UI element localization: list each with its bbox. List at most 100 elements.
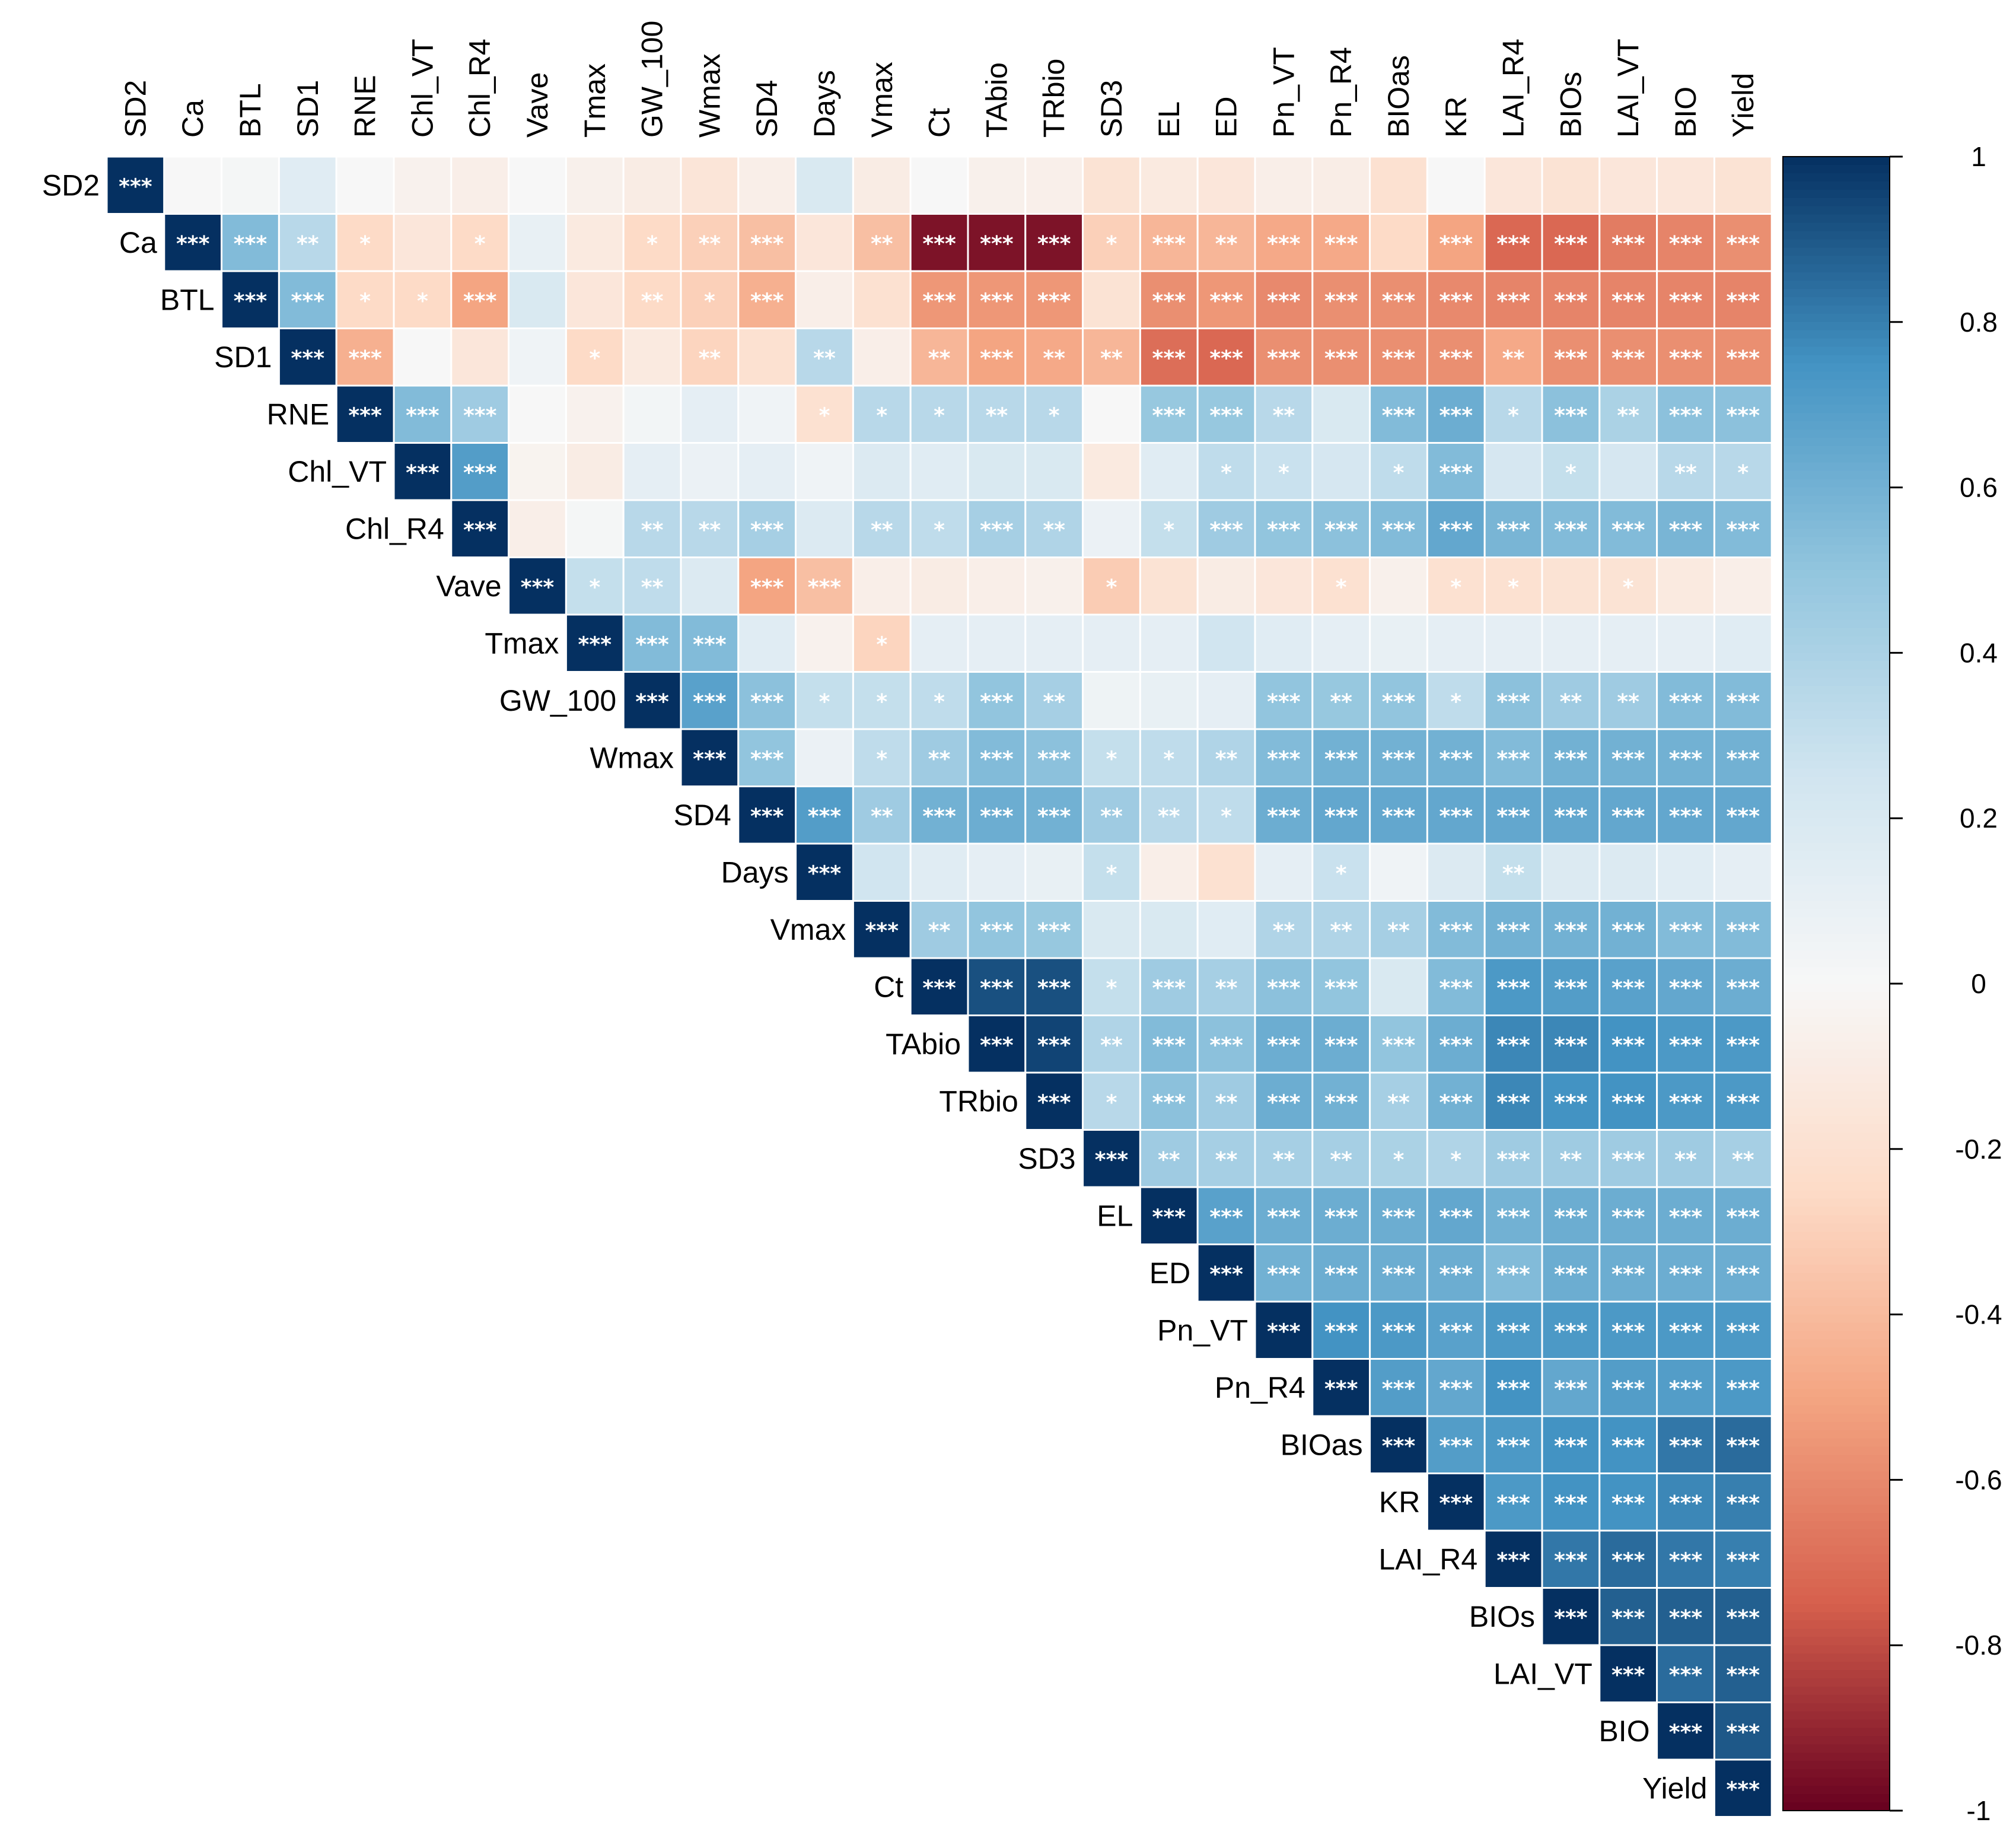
colorbar-segment	[1783, 338, 1890, 348]
heatmap-cell	[1426, 1071, 1486, 1131]
heatmap-cell	[1598, 1644, 1658, 1703]
heatmap-cell	[1024, 728, 1084, 787]
significance-label: ***	[980, 518, 1014, 542]
colorbar-segment	[1783, 297, 1890, 306]
heatmap-cell	[1369, 384, 1428, 444]
colorbar-segment	[1783, 554, 1890, 562]
significance-label: ***	[1669, 518, 1703, 542]
heatmap-cell	[967, 671, 1027, 730]
row-label: Pn_R4	[1215, 1371, 1305, 1404]
heatmap-cell	[1483, 384, 1543, 444]
heatmap-cell	[1196, 1243, 1256, 1303]
heatmap-cell	[967, 442, 1027, 501]
heatmap-cell	[1426, 1186, 1486, 1245]
significance-label: ***	[1439, 1491, 1473, 1516]
heatmap-cell	[1311, 327, 1371, 387]
colorbar-segment	[1783, 1595, 1890, 1605]
heatmap-cell	[852, 442, 912, 501]
heatmap-cell	[737, 785, 797, 845]
significance-label: **	[1502, 861, 1525, 886]
heatmap-cell	[967, 900, 1027, 959]
heatmap-cell	[622, 155, 682, 215]
significance-label: ***	[1611, 1090, 1645, 1115]
heatmap-cell	[1139, 613, 1199, 673]
significance-label: ***	[1554, 232, 1588, 256]
significance-label: ***	[635, 632, 669, 657]
colorbar-segment	[1783, 1232, 1890, 1241]
colorbar-segment	[1783, 1612, 1890, 1621]
significance-label: **	[1273, 403, 1295, 428]
colorbar-segment	[1783, 537, 1890, 546]
heatmap-cell	[1139, 785, 1199, 845]
significance-label: ***	[1496, 1262, 1530, 1287]
heatmap-cell	[680, 155, 740, 215]
heatmap-cell	[852, 384, 912, 444]
heatmap-cell	[909, 957, 969, 1016]
column-label: SD3	[1095, 80, 1128, 138]
heatmap-cell	[1426, 842, 1486, 902]
colorbar-segment	[1783, 529, 1890, 537]
colorbar-segment	[1783, 702, 1890, 711]
colorbar-segment	[1783, 653, 1890, 661]
colorbar-segment	[1783, 793, 1890, 802]
heatmap-cell	[680, 384, 740, 444]
heatmap-cell	[1598, 842, 1658, 902]
significance-label: *	[1508, 575, 1519, 600]
significance-label: ***	[463, 461, 497, 485]
significance-label: ***	[1209, 1205, 1243, 1229]
colorbar-segment	[1783, 760, 1890, 769]
significance-label: *	[359, 232, 371, 256]
column-label: ED	[1210, 97, 1243, 138]
heatmap-cell	[795, 613, 854, 673]
row-label: Ca	[119, 226, 157, 259]
heatmap-cell	[1196, 384, 1256, 444]
heatmap-cell	[622, 442, 682, 501]
colorbar-segment	[1783, 470, 1890, 480]
heatmap-cell	[1254, 556, 1314, 616]
colorbar-segment	[1783, 975, 1890, 984]
significance-label: **	[871, 804, 893, 829]
significance-label: ***	[980, 232, 1014, 256]
colorbar-segment	[1783, 330, 1890, 339]
significance-label: **	[1330, 919, 1352, 943]
heatmap-cell	[393, 327, 453, 387]
colorbar-segment	[1783, 504, 1890, 513]
heatmap-cell	[393, 213, 453, 272]
heatmap-cell	[1656, 1644, 1715, 1703]
significance-label: ***	[1382, 1434, 1416, 1458]
significance-label: **	[1043, 518, 1065, 542]
heatmap-cell	[335, 155, 395, 215]
column-label: TAbio	[980, 62, 1013, 138]
significance-label: *	[876, 690, 887, 714]
colorbar-segment	[1783, 1711, 1890, 1720]
significance-label: ***	[1382, 1319, 1416, 1344]
significance-label: **	[1215, 232, 1238, 256]
heatmap-cell	[1541, 270, 1601, 329]
row-label: Chl_R4	[345, 512, 444, 545]
heatmap-cell	[565, 213, 625, 272]
heatmap-cell	[852, 671, 912, 730]
significance-label: ***	[1611, 1205, 1645, 1229]
significance-label: ***	[1727, 804, 1760, 829]
significance-label: ***	[980, 346, 1014, 371]
heatmap-cell	[1024, 327, 1084, 387]
significance-label: ***	[1669, 804, 1703, 829]
colorbar-segment	[1783, 1405, 1890, 1414]
colorbar-segment	[1783, 1587, 1890, 1596]
significance-label: ***	[1267, 1319, 1301, 1344]
heatmap-cell	[1483, 785, 1543, 845]
significance-label: *	[704, 289, 715, 313]
heatmap-cell	[1483, 728, 1543, 787]
heatmap-cell	[1082, 499, 1141, 558]
significance-label: *	[1106, 747, 1117, 771]
heatmap-cell	[680, 613, 740, 673]
column-label: SD2	[119, 80, 152, 138]
significance-label: ***	[1152, 1205, 1186, 1229]
colorbar-segment	[1783, 1753, 1890, 1761]
heatmap-cell	[1139, 1071, 1199, 1131]
colorbar-segment	[1783, 396, 1890, 405]
colorbar-segment	[1783, 710, 1890, 720]
significance-label: ***	[808, 575, 842, 600]
colorbar-segment	[1783, 1744, 1890, 1754]
heatmap-cell	[1082, 556, 1141, 616]
